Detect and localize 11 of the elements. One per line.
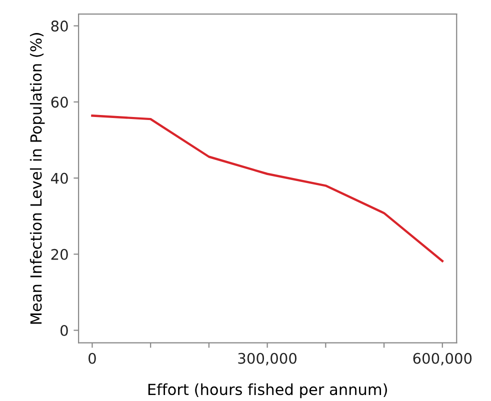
y-tick-label: 60 [51, 96, 68, 108]
y-tick-label: 80 [51, 20, 68, 32]
y-tick-label: 20 [51, 248, 68, 260]
y-tick-label: 0 [60, 325, 68, 336]
x-tick-label: 0 [88, 352, 96, 364]
y-tick-label: 40 [50, 172, 68, 184]
line-series [91, 114, 444, 262]
x-axis-title: Effort (hours fished per annum) [148, 383, 387, 398]
x-tick-label: 300,000 [238, 352, 296, 366]
y-axis-title: Mean Infection Level in Population (%) [30, 33, 45, 324]
x-tick-label: 600,000 [413, 352, 472, 366]
